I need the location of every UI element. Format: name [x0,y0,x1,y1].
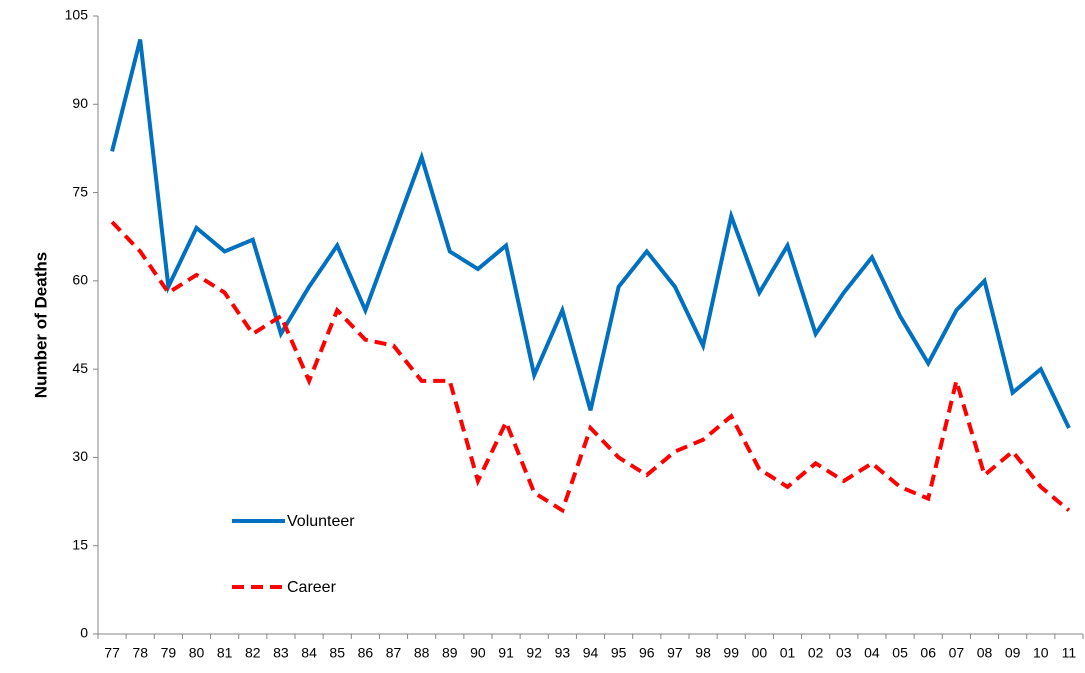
y-tick-label: 75 [72,183,88,199]
x-tick-label: 03 [836,645,852,661]
x-tick-label: 09 [1005,645,1021,661]
y-tick-label: 45 [72,360,88,376]
y-tick-label: 15 [72,536,88,552]
x-tick-label: 98 [695,645,711,661]
x-tick-label: 07 [949,645,965,661]
x-tick-label: 02 [808,645,824,661]
x-tick-label: 80 [189,645,205,661]
series-line [110,220,1071,514]
x-tick-label: 08 [977,645,993,661]
x-tick-label: 10 [1033,645,1049,661]
x-tick-label: 77 [104,645,120,661]
x-tick-label: 79 [161,645,177,661]
x-tick-label: 93 [555,645,571,661]
x-tick-label: 99 [723,645,739,661]
x-tick-label: 81 [217,645,233,661]
x-tick-label: 94 [583,645,599,661]
x-tick-label: 06 [920,645,936,661]
x-tick-label: 90 [470,645,486,661]
legend-label: Volunteer [287,513,355,530]
x-tick-label: 04 [864,645,880,661]
x-tick-label: 11 [1062,645,1077,661]
y-tick-label: 60 [72,272,88,288]
x-tick-label: 87 [386,645,402,661]
x-tick-label: 91 [498,645,514,661]
x-tick-label: 89 [442,645,458,661]
x-tick-label: 83 [273,645,289,661]
series-line [110,39,1071,429]
x-tick-label: 86 [358,645,374,661]
x-tick-label: 78 [132,645,148,661]
x-tick-label: 88 [414,645,430,661]
x-tick-label: 01 [780,645,796,661]
x-tick-label: 05 [892,645,908,661]
y-tick-label: 90 [72,95,88,111]
x-tick-label: 85 [329,645,345,661]
x-tick-label: 84 [301,645,317,661]
x-tick-label: 92 [526,645,542,661]
y-tick-label: 0 [80,625,88,641]
x-tick-label: 82 [245,645,261,661]
legend-label: Career [287,579,337,596]
y-axis-label: Number of Deaths [31,252,50,398]
y-tick-label: 30 [72,448,88,464]
x-tick-label: 00 [752,645,768,661]
x-tick-label: 95 [611,645,627,661]
y-tick-label: 105 [65,7,89,23]
x-tick-label: 97 [667,645,683,661]
x-tick-label: 96 [639,645,655,661]
